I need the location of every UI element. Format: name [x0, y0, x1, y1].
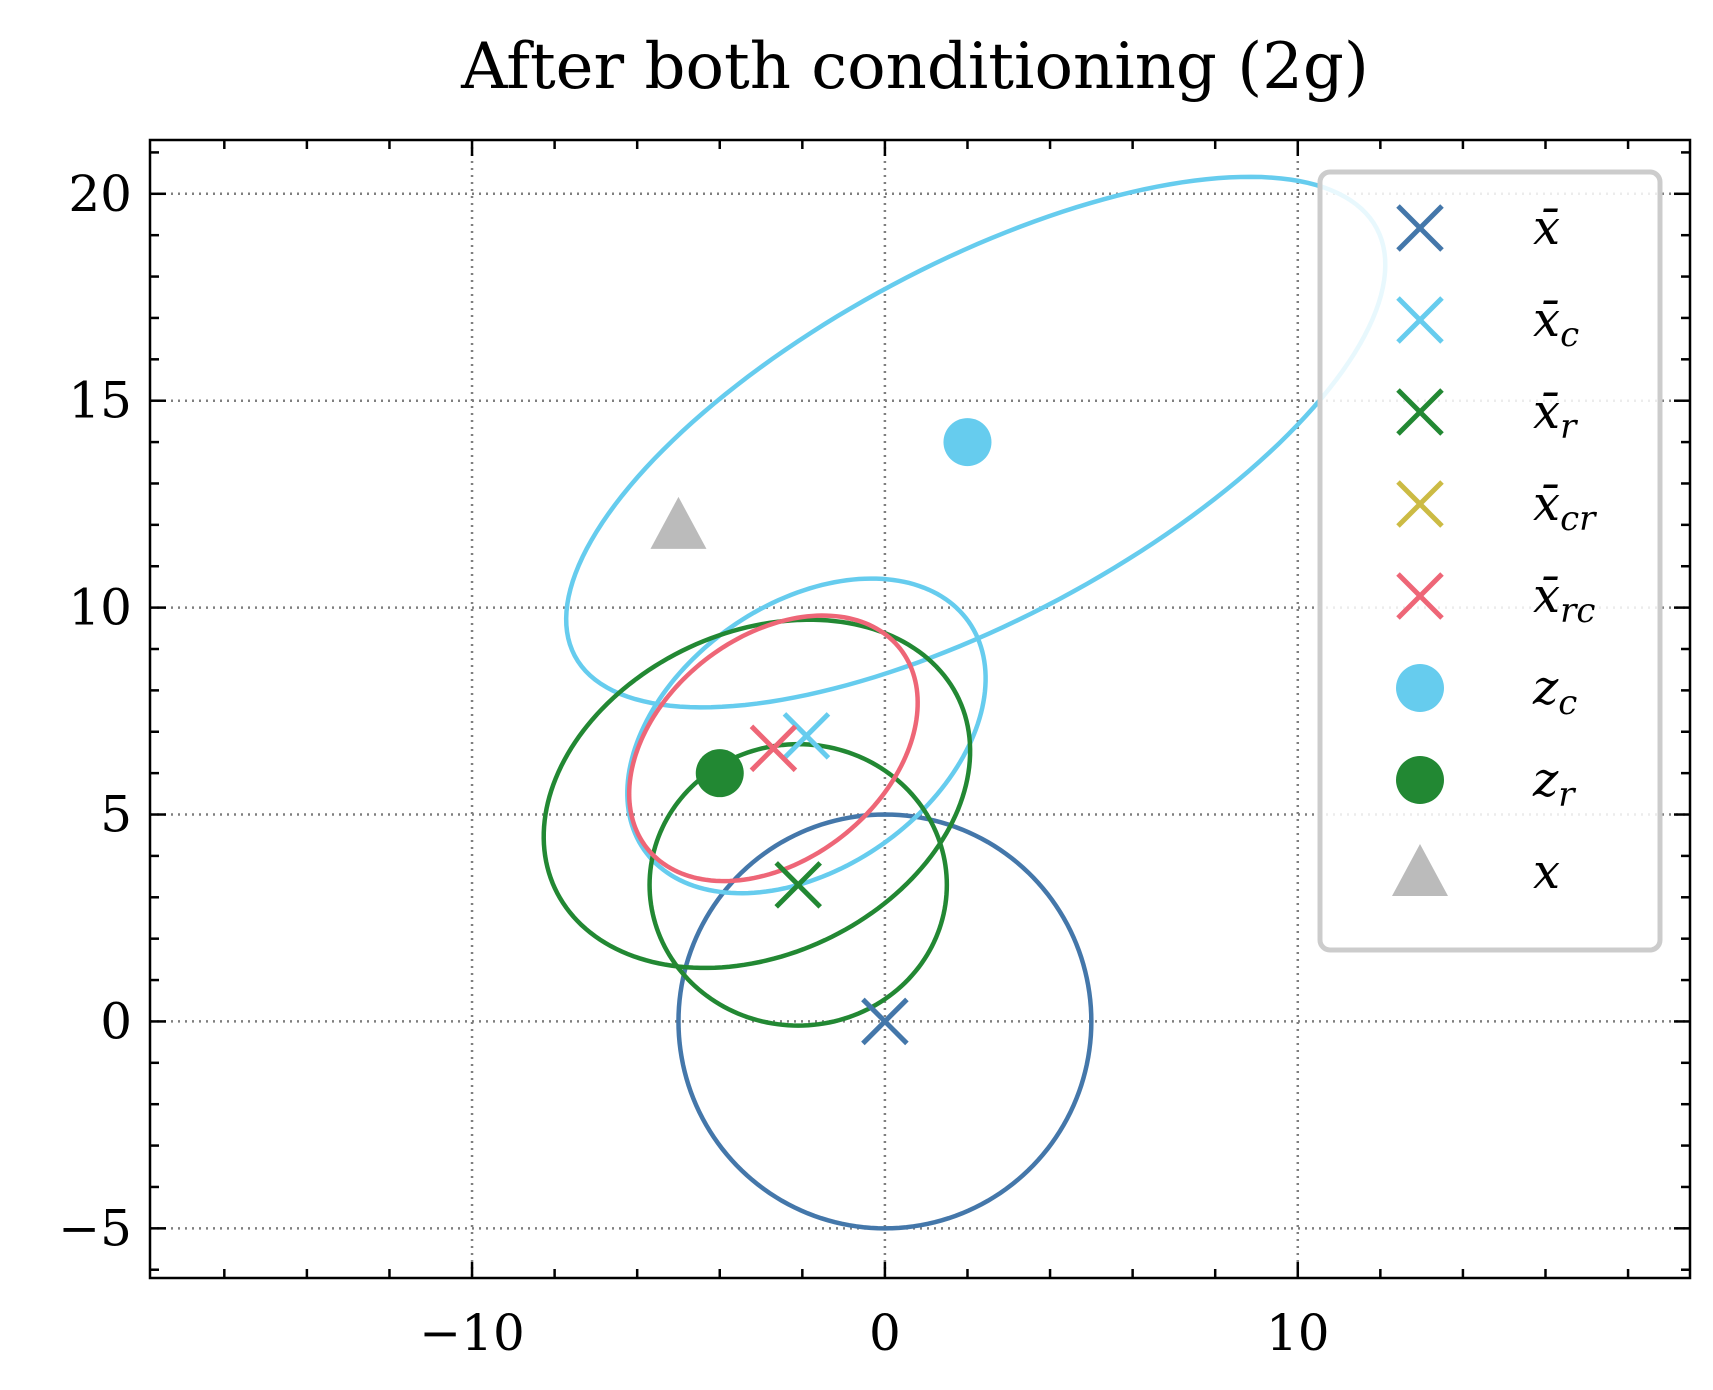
data-points — [650, 418, 992, 1046]
legend-label-z_c: zc — [1532, 660, 1577, 723]
chart-title: After both conditioning (2g) — [460, 30, 1369, 104]
confidence-ellipses — [541, 174, 1388, 1231]
y-tick-label: 20 — [68, 165, 132, 223]
legend-marker-xbar — [1396, 204, 1444, 252]
legend-marker-xbar_r — [1396, 388, 1444, 436]
x-tick-label: 0 — [869, 1304, 901, 1362]
y-tick-label: −5 — [58, 1199, 132, 1257]
axis-ticks: −10 0 10 −5 0 5 10 15 20 — [58, 140, 1690, 1362]
y-tick-label: 10 — [68, 579, 132, 637]
legend-label-xbar_r: x̄r — [1533, 384, 1578, 447]
legend-label-z_r: zr — [1532, 752, 1576, 815]
y-tick-label: 0 — [100, 992, 132, 1050]
point-z_r — [695, 749, 744, 798]
legend-marker-xbar_c — [1396, 296, 1444, 344]
legend-marker-z_c — [1396, 664, 1444, 712]
x-tick-label: −10 — [419, 1304, 525, 1362]
legend: x̄ x̄c x̄r x̄cr x̄rc zc zr x — [1317, 169, 1663, 953]
ellipse-xbar_rc — [626, 613, 920, 884]
legend-label-xbar_rc: x̄rc — [1533, 568, 1595, 631]
point-xbar_c — [782, 712, 831, 760]
legend-label-x: x — [1533, 844, 1560, 900]
y-tick-label: 15 — [68, 372, 132, 430]
point-xbar — [861, 997, 909, 1046]
legend-marker-x — [1392, 844, 1448, 896]
legend-marker-xbar_cr — [1396, 480, 1444, 528]
grid — [150, 140, 1690, 1278]
point-x — [650, 496, 707, 549]
ellipse-xbar_c — [625, 576, 988, 896]
ellipse-xbar_r — [541, 617, 973, 971]
legend-label-xbar: x̄ — [1533, 200, 1560, 256]
legend-box — [1317, 169, 1663, 953]
point-xbar_rc — [749, 724, 798, 773]
legend-label-xbar_c: x̄c — [1533, 292, 1579, 355]
y-tick-label: 5 — [100, 786, 132, 844]
point-xbar_r — [774, 861, 822, 909]
legend-label-xbar_cr: x̄cr — [1533, 476, 1597, 539]
x-tick-label: 10 — [1266, 1304, 1330, 1362]
legend-marker-z_r — [1396, 756, 1444, 804]
plot-frame — [148, 138, 1692, 1280]
point-z_c — [943, 418, 992, 467]
ellipse-xbar_c — [563, 174, 1388, 710]
ellipse-xbar — [676, 812, 1094, 1231]
legend-marker-xbar_rc — [1396, 572, 1444, 620]
